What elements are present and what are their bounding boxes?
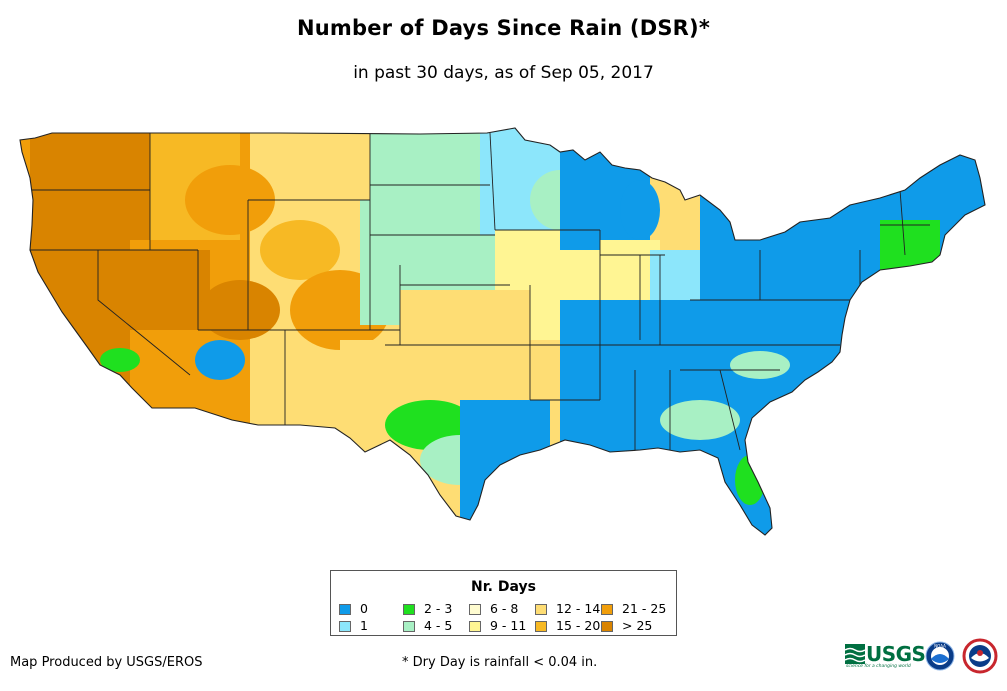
legend-item-7: 15 - 20 [535, 619, 600, 633]
legend-swatch-4 [469, 604, 481, 615]
legend-swatch-9 [601, 621, 613, 632]
legend-item-5: 9 - 11 [469, 619, 526, 633]
legend-label-4: 6 - 8 [490, 601, 519, 616]
legend-item-9: > 25 [601, 619, 652, 633]
legend-label-6: 12 - 14 [556, 601, 601, 616]
legend-title: Nr. Days [471, 579, 536, 595]
legend-label-9: > 25 [622, 618, 653, 633]
footnote-text: * Dry Day is rainfall < 0.04 in. [402, 655, 598, 670]
legend-label-8: 21 - 25 [622, 601, 667, 616]
noaa-logo-text: NOAA [934, 644, 946, 649]
noaa-logo: NOAA [925, 641, 955, 671]
credit-text: Map Produced by USGS/EROS [10, 655, 203, 670]
legend-item-0: 0 [339, 602, 368, 616]
legend-swatch-8 [601, 604, 613, 615]
legend-label-1: 1 [360, 618, 368, 633]
legend-label-7: 15 - 20 [556, 618, 601, 633]
legend-swatch-1 [339, 621, 351, 632]
usgs-logo-text: USGS [866, 642, 926, 666]
legend-item-1: 1 [339, 619, 368, 633]
map-subtitle: in past 30 days, as of Sep 05, 2017 [353, 63, 654, 83]
legend-item-4: 6 - 8 [469, 602, 518, 616]
map-title: Number of Days Since Rain (DSR)* [296, 16, 711, 40]
map-legend: Nr. Days 0 1 2 - 3 4 - 5 6 - 8 9 - 11 12… [330, 570, 677, 636]
legend-swatch-2 [403, 604, 415, 615]
usgs-tagline: science for a changing world [846, 664, 911, 669]
legend-item-8: 21 - 25 [601, 602, 666, 616]
legend-swatch-6 [535, 604, 547, 615]
legend-swatch-7 [535, 621, 547, 632]
legend-label-0: 0 [360, 601, 368, 616]
legend-swatch-5 [469, 621, 481, 632]
usgs-logo: USGS science for a changing world [845, 642, 926, 669]
legend-item-6: 12 - 14 [535, 602, 600, 616]
legend-item-3: 4 - 5 [403, 619, 452, 633]
legend-swatch-0 [339, 604, 351, 615]
nws-logo [962, 638, 998, 674]
legend-swatch-3 [403, 621, 415, 632]
legend-label-5: 9 - 11 [490, 618, 527, 633]
legend-label-2: 2 - 3 [424, 601, 453, 616]
legend-item-2: 2 - 3 [403, 602, 452, 616]
legend-label-3: 4 - 5 [424, 618, 453, 633]
usgs-waves-icon [845, 644, 865, 664]
